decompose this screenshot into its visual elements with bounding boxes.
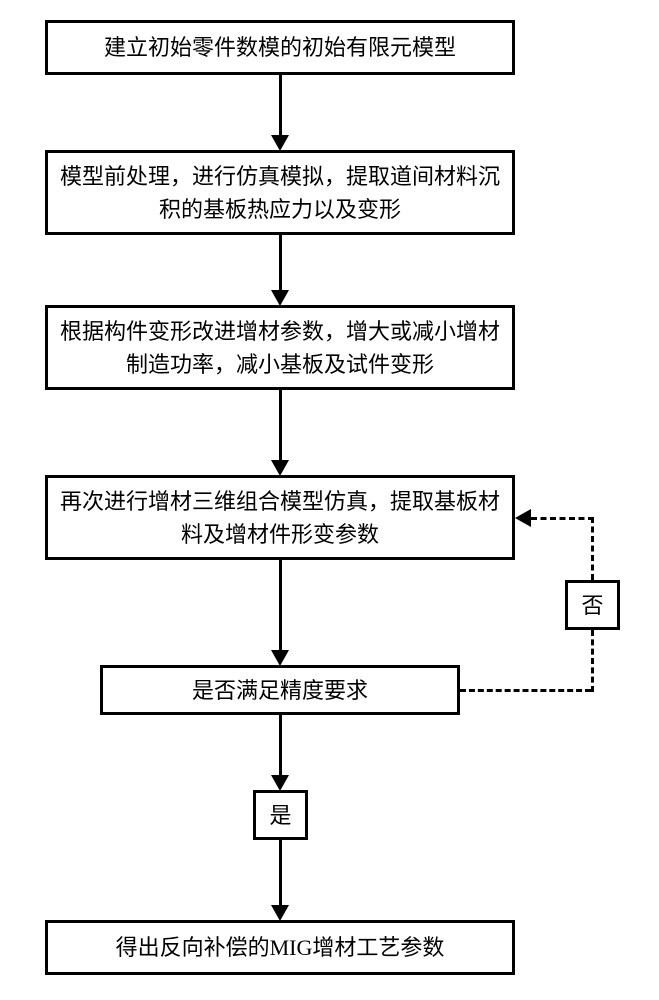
edge-line xyxy=(279,715,282,775)
edge-line-dashed xyxy=(531,517,594,520)
edge-line xyxy=(279,235,282,290)
node-label: 是 xyxy=(269,799,291,832)
flowchart-container: 建立初始零件数模的初始有限元模型 模型前处理，进行仿真模拟，提取道间材料沉积的基… xyxy=(0,0,659,1000)
edge-arrowhead xyxy=(515,509,531,527)
edge-arrowhead xyxy=(271,905,289,921)
edge-arrowhead xyxy=(271,775,289,791)
flowchart-node: 得出反向补偿的MIG增材工艺参数 xyxy=(45,920,515,975)
flowchart-node: 建立初始零件数模的初始有限元模型 xyxy=(45,20,515,75)
flowchart-node: 再次进行增材三维组合模型仿真，提取基板材料及增材件形变参数 xyxy=(45,475,515,560)
edge-line xyxy=(279,840,282,905)
node-label: 建立初始零件数模的初始有限元模型 xyxy=(104,31,456,64)
flowchart-node: 根据构件变形改进增材参数，增大或减小增材制造功率，减小基板及试件变形 xyxy=(45,305,515,390)
edge-arrowhead xyxy=(271,650,289,666)
flowchart-yes: 是 xyxy=(253,790,308,840)
edge-line xyxy=(279,75,282,135)
edge-line-dashed xyxy=(460,689,591,692)
edge-arrowhead xyxy=(271,290,289,306)
edge-arrowhead xyxy=(271,460,289,476)
node-label: 得出反向补偿的MIG增材工艺参数 xyxy=(116,931,445,964)
edge-line xyxy=(279,390,282,460)
flowchart-node: 模型前处理，进行仿真模拟，提取道间材料沉积的基板热应力以及变形 xyxy=(45,150,515,235)
node-label: 模型前处理，进行仿真模拟，提取道间材料沉积的基板热应力以及变形 xyxy=(60,160,500,226)
node-label: 再次进行增材三维组合模型仿真，提取基板材料及增材件形变参数 xyxy=(60,485,500,551)
edge-arrowhead xyxy=(271,135,289,151)
flowchart-no: 否 xyxy=(565,580,620,630)
node-label: 是否满足精度要求 xyxy=(192,674,368,707)
edge-line-dashed xyxy=(591,630,594,692)
flowchart-decision: 是否满足精度要求 xyxy=(100,665,460,715)
node-label: 否 xyxy=(581,589,603,622)
node-label: 根据构件变形改进增材参数，增大或减小增材制造功率，减小基板及试件变形 xyxy=(60,315,500,381)
edge-line xyxy=(279,560,282,650)
edge-line-dashed xyxy=(591,517,594,580)
